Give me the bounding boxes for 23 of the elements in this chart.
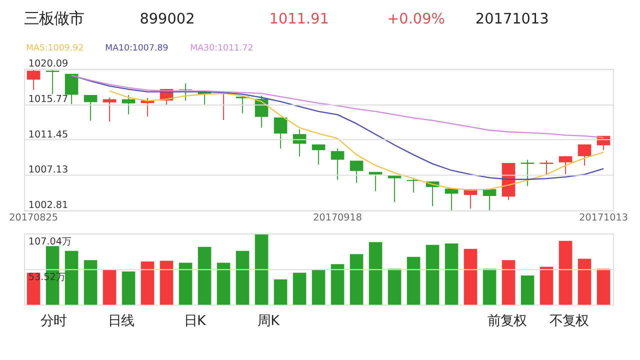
y-tick-label: 1015.77 [28,94,68,105]
text: 日线 [108,312,134,329]
text: 前复权 [488,312,527,329]
text: 分时 [40,312,67,329]
x-tick-label: 20171013 [579,212,628,224]
x-tick-label: 20170825 [9,212,58,224]
y-tick-label: 107.04万 [28,236,72,248]
x-tick-label: 20170918 [313,212,362,224]
text: +0.09% [387,12,445,28]
text: 20171013 [475,12,549,28]
text: 周K [258,312,281,329]
y-tick-label: 1011.45 [28,129,68,140]
chart-title: 三板做市 [24,10,84,28]
text: 不复权 [549,312,588,329]
y-tick-label: 1020.09 [28,58,68,70]
text: 日K [184,312,207,329]
text: 1011.91 [269,12,329,28]
text: 899002 [140,12,195,28]
text: MA5:1009.92 [26,44,84,54]
y-tick-label: 1002.81 [28,200,68,211]
text: MA10:1007.89 [105,44,168,54]
text: MA30:1011.72 [190,44,254,54]
y-tick-label: 1007.13 [28,164,68,176]
